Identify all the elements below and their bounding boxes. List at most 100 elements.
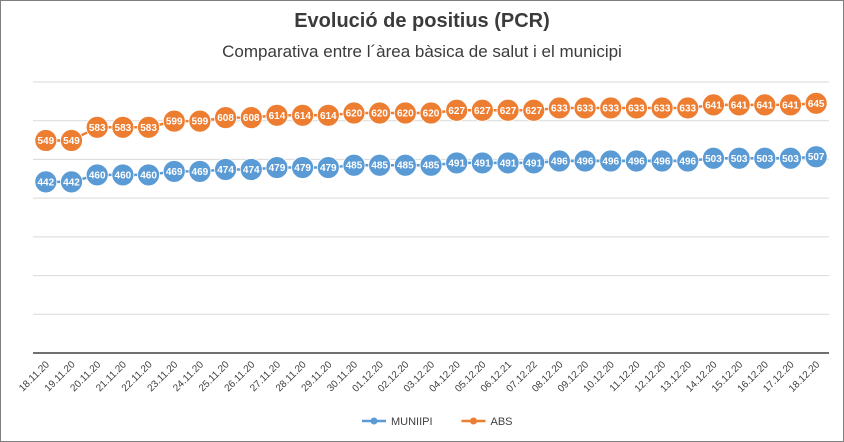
data-label: 620 [371,108,388,119]
data-point [547,149,571,173]
data-point [162,160,186,183]
data-point [368,153,392,177]
data-label: 496 [628,156,645,167]
data-point [316,156,340,179]
data-point [625,149,648,173]
data-point [599,96,623,120]
data-point [214,106,237,130]
data-label: 633 [628,103,645,114]
data-label: 645 [808,99,825,110]
data-label: 485 [397,161,414,172]
data-label: 479 [269,163,286,174]
data-point [85,115,109,139]
data-point [85,163,109,187]
data-point [316,103,340,127]
data-point [111,163,135,187]
data-point [727,146,751,170]
data-point [34,129,58,152]
data-point [291,103,315,127]
data-label: 485 [371,161,388,172]
data-label: 583 [115,123,132,134]
data-label: 474 [243,165,260,176]
data-label: 460 [89,170,106,181]
legend-marker [470,417,477,425]
data-label: 491 [500,158,517,169]
legend-label: MUNIIPI [391,416,433,428]
chart-subtitle: Comparativa entre l´àrea bàsica de salut… [222,42,622,61]
data-label: 491 [474,158,491,169]
data-point [239,158,263,181]
data-label: 633 [654,103,671,114]
data-label: 503 [705,154,722,165]
data-label: 469 [166,167,183,178]
legend-label: ABS [491,416,513,428]
data-point [368,101,392,125]
data-point [342,153,366,177]
data-label: 496 [679,156,696,167]
data-label: 496 [654,156,671,167]
data-label: 627 [500,106,517,117]
data-point [676,149,700,173]
data-point [496,151,520,175]
data-label: 641 [756,100,773,111]
data-label: 485 [423,161,440,172]
data-point [162,109,186,133]
data-label: 633 [679,103,696,114]
data-point [342,101,366,125]
data-point [547,96,571,120]
data-label: 469 [192,167,209,178]
data-point [753,146,777,170]
data-label: 479 [320,163,337,174]
data-point [573,96,597,120]
data-label: 442 [63,177,80,188]
data-label: 641 [731,100,748,111]
data-point [137,115,160,139]
data-label: 599 [166,117,183,128]
data-label: 549 [63,136,80,147]
data-label: 614 [294,111,311,122]
data-point [214,158,237,181]
data-point [393,101,417,125]
data-point [779,93,802,117]
data-label: 620 [397,108,414,119]
data-point [676,96,700,120]
data-label: 627 [525,106,542,117]
data-label: 633 [602,103,619,114]
data-point [702,93,725,117]
data-label: 627 [474,106,491,117]
data-label: 620 [423,108,440,119]
data-point [522,151,546,175]
data-point [470,151,494,175]
data-point [702,146,725,170]
data-point [625,96,648,120]
data-point [188,160,212,183]
data-point [60,170,83,194]
data-label: 614 [320,111,337,122]
data-label: 491 [448,158,465,169]
data-point [239,106,263,130]
data-label: 641 [782,100,799,111]
data-label: 479 [294,163,311,174]
data-label: 491 [525,158,542,169]
chart-title: Evolució de positius (PCR) [294,10,550,32]
data-point [393,153,417,177]
data-label: 583 [89,123,106,134]
data-label: 503 [756,154,773,165]
data-point [419,153,443,177]
data-point [111,115,135,139]
data-point [265,103,289,127]
data-point [496,98,520,122]
data-point [753,93,777,117]
data-label: 460 [140,170,157,181]
data-point [445,98,469,122]
data-point [522,98,546,122]
data-label: 620 [346,108,363,119]
data-point [779,146,802,170]
data-point [727,93,751,117]
data-label: 460 [115,170,132,181]
data-point [599,149,623,173]
data-label: 485 [346,161,363,172]
data-label: 549 [37,136,54,147]
data-label: 641 [705,100,722,111]
